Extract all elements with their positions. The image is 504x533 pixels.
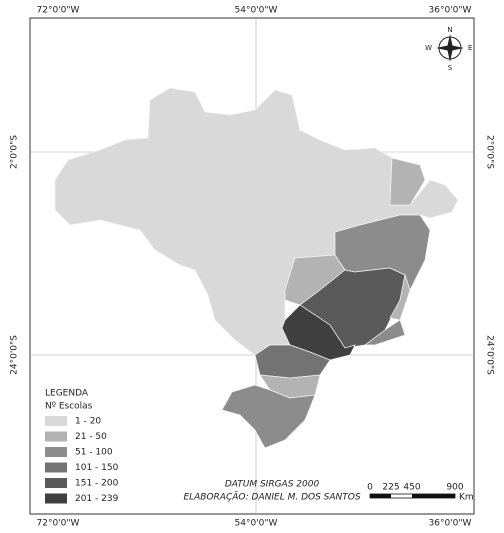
coord-label: 54°0'0"W xyxy=(235,519,278,529)
legend-label: 51 - 100 xyxy=(75,448,113,458)
scale-unit: Km xyxy=(459,493,474,503)
legend-label: 101 - 150 xyxy=(75,463,119,473)
legend-swatch xyxy=(45,462,67,473)
coord-label: 2°0'0"S xyxy=(485,135,495,169)
datum: DATUM SIRGAS 2000 xyxy=(225,480,320,490)
compass-e: E xyxy=(468,44,472,52)
coord-label: 24°0'0"S xyxy=(10,335,20,375)
coord-label: 72°0'0"W xyxy=(37,519,80,529)
compass: N S E W xyxy=(425,26,472,72)
legend-subtitle: Nº Escolas xyxy=(45,402,93,412)
coord-label: 54°0'0"W xyxy=(235,6,278,16)
state xyxy=(389,273,411,321)
compass-needle xyxy=(436,45,464,51)
state xyxy=(281,304,356,361)
state xyxy=(54,87,459,356)
coord-label: 2°0'0"S xyxy=(10,135,20,169)
legend-swatch xyxy=(45,478,67,488)
coord-label: 36°0'0"W xyxy=(429,519,472,529)
scale-label: 0 xyxy=(367,483,373,493)
scale-label: 450 xyxy=(403,483,420,493)
scale-label: 225 xyxy=(382,483,399,493)
states xyxy=(54,87,459,449)
legend-label: 201 - 239 xyxy=(75,494,119,504)
legend-label: 21 - 50 xyxy=(75,432,107,442)
scale-segment xyxy=(412,494,455,498)
state xyxy=(389,157,426,206)
coord-label: 36°0'0"W xyxy=(429,6,472,16)
compass-s: S xyxy=(448,64,453,72)
legend-swatch xyxy=(45,447,67,457)
legend-swatch xyxy=(45,493,67,504)
legend: LEGENDA Nº Escolas 1 - 20 21 - 50 51 - 100… xyxy=(45,389,119,504)
legend-title: LEGENDA xyxy=(45,389,89,399)
legend-label: 1 - 20 xyxy=(75,417,101,427)
compass-w: W xyxy=(425,44,432,52)
legend-swatch xyxy=(45,416,67,426)
coordinate-labels: 72°0'0"W 54°0'0"W 36°0'0"W 72°0'0"W 54°0'0"W… xyxy=(10,6,495,529)
coord-label: 72°0'0"W xyxy=(37,6,80,16)
scale-label: 900 xyxy=(446,483,463,493)
compass-n: N xyxy=(447,26,452,34)
state xyxy=(221,384,316,449)
coord-label: 24°0'0"S xyxy=(485,335,495,375)
legend-label: 151 - 200 xyxy=(75,479,119,489)
author: ELABORAÇÃO: DANIEL M. DOS SANTOS xyxy=(183,492,360,503)
state xyxy=(363,319,406,346)
scale-segment xyxy=(370,494,391,498)
legend-swatch xyxy=(45,431,67,442)
